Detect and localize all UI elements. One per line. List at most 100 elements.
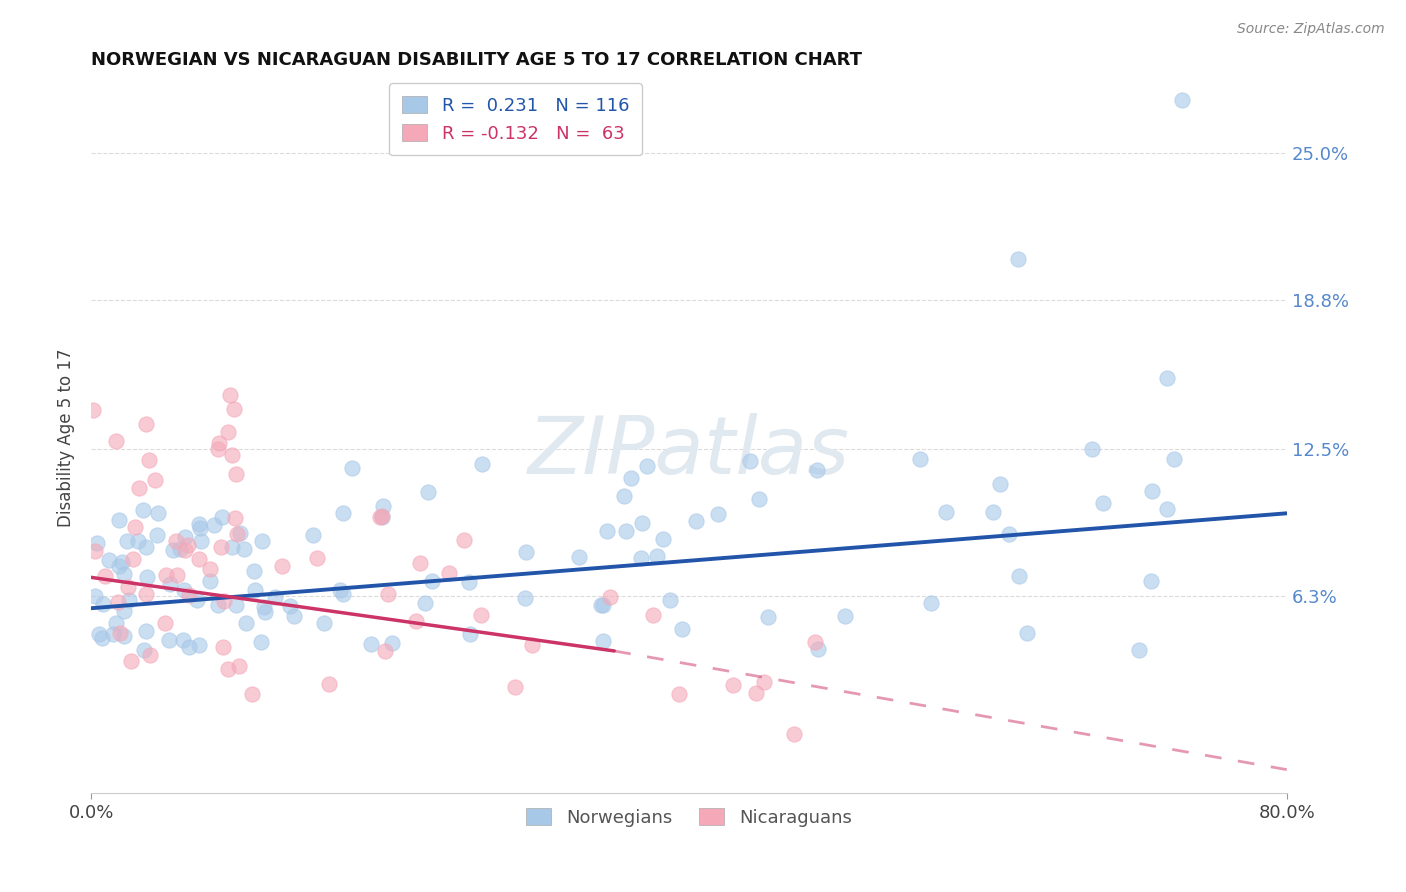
Point (132, 503, 155, 517)
Point (807, 642, 830, 657)
Point (453, 533, 475, 547)
Point (153, 616, 176, 631)
Point (165, 534, 187, 549)
Point (105, 434, 128, 449)
Point (155, 568, 177, 582)
Point (83, 544, 105, 558)
Point (647, 549, 669, 563)
Point (90, 632, 112, 646)
Point (217, 425, 239, 439)
Point (157, 633, 180, 648)
Point (202, 517, 225, 532)
Point (302, 528, 325, 542)
Point (162, 543, 184, 558)
Point (211, 510, 233, 524)
Point (1007, 252, 1029, 267)
Point (752, 674, 775, 689)
Point (342, 461, 364, 475)
Point (589, 599, 612, 613)
Point (122, 552, 145, 566)
Point (920, 596, 942, 610)
Point (658, 593, 681, 607)
Point (371, 508, 394, 523)
Point (243, 564, 266, 578)
Point (470, 608, 492, 623)
Point (159, 576, 181, 591)
Point (332, 587, 354, 601)
Point (188, 638, 211, 652)
Point (127, 534, 149, 549)
Point (671, 622, 693, 636)
Point (457, 574, 479, 589)
Point (229, 525, 252, 540)
Point (214, 594, 236, 608)
Point (253, 599, 276, 614)
Point (782, 727, 804, 741)
Legend: Norwegians, Nicaraguans: Norwegians, Nicaraguans (519, 801, 859, 834)
Point (685, 515, 707, 529)
Point (107, 595, 129, 609)
Point (264, 590, 287, 604)
Point (1017, 626, 1039, 640)
Point (186, 593, 208, 607)
Point (243, 582, 266, 597)
Point (332, 506, 354, 520)
Point (91, 597, 114, 611)
Point (745, 686, 768, 700)
Point (111, 555, 134, 569)
Point (82, 402, 104, 417)
Point (360, 637, 382, 651)
Point (1008, 569, 1031, 583)
Point (1128, 643, 1150, 657)
Point (652, 532, 675, 546)
Point (254, 605, 277, 619)
Point (120, 654, 142, 668)
Point (174, 530, 197, 544)
Point (209, 541, 232, 555)
Point (94, 568, 117, 582)
Point (458, 627, 481, 641)
Point (439, 566, 461, 580)
Point (179, 640, 201, 655)
Point (179, 588, 201, 602)
Point (110, 626, 132, 640)
Point (138, 453, 160, 467)
Point (232, 542, 254, 557)
Point (834, 609, 856, 624)
Point (166, 567, 188, 582)
Point (377, 587, 399, 601)
Point (219, 388, 242, 402)
Point (374, 644, 396, 658)
Point (620, 471, 643, 485)
Point (135, 586, 157, 600)
Point (198, 562, 221, 576)
Point (616, 524, 638, 538)
Point (270, 559, 292, 574)
Point (420, 574, 443, 588)
Point (631, 516, 654, 531)
Point (135, 417, 157, 431)
Point (136, 569, 159, 583)
Point (172, 633, 194, 648)
Point (471, 457, 494, 471)
Point (112, 629, 135, 643)
Point (643, 607, 665, 622)
Point (176, 538, 198, 552)
Point (83, 589, 105, 603)
Point (132, 643, 155, 657)
Point (314, 616, 336, 631)
Point (413, 596, 436, 610)
Point (250, 533, 273, 548)
Point (1139, 574, 1161, 589)
Point (1091, 496, 1114, 510)
Text: Source: ZipAtlas.com: Source: ZipAtlas.com (1237, 22, 1385, 37)
Point (190, 533, 212, 548)
Point (112, 604, 135, 618)
Point (668, 687, 690, 701)
Point (198, 574, 221, 588)
Point (187, 516, 209, 531)
Point (118, 593, 141, 607)
Point (515, 545, 537, 559)
Point (596, 524, 619, 538)
Point (370, 510, 392, 524)
